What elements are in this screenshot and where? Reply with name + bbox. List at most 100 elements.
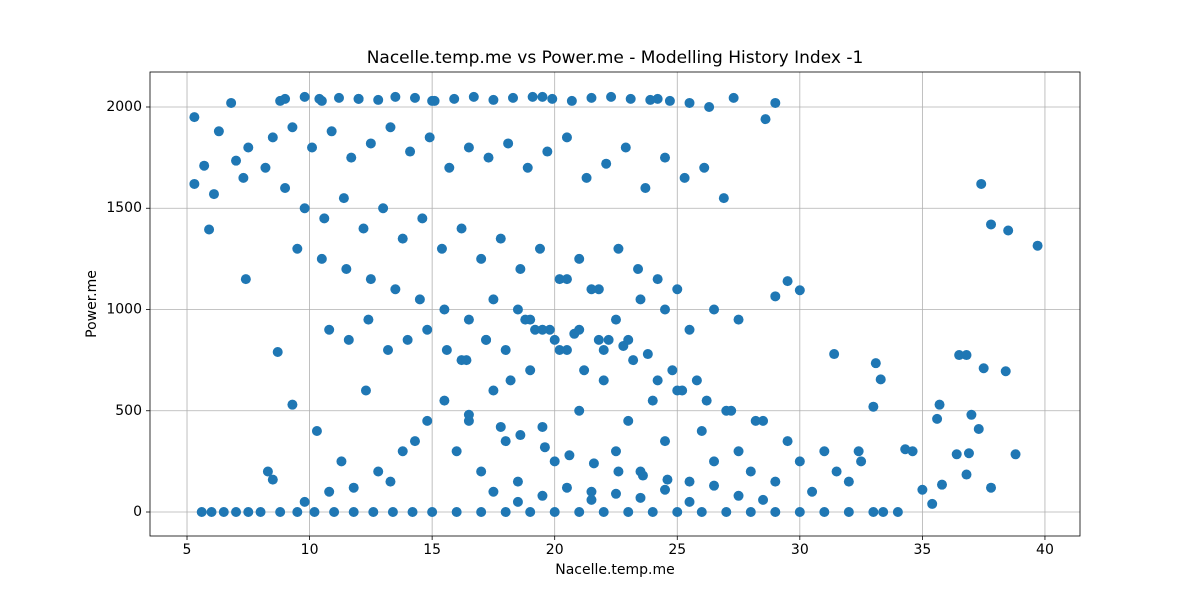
point: [726, 405, 737, 416]
point: [547, 93, 558, 104]
point: [574, 253, 585, 264]
point: [537, 421, 548, 432]
point: [397, 233, 408, 244]
x-tick-label: 15: [423, 542, 441, 558]
point: [603, 334, 614, 345]
point: [875, 374, 886, 385]
point: [476, 253, 487, 264]
point: [476, 466, 487, 477]
point: [311, 426, 322, 437]
point: [699, 162, 710, 173]
point: [527, 91, 538, 102]
point: [652, 93, 663, 104]
point: [338, 193, 349, 204]
point: [272, 347, 283, 358]
points: [189, 91, 1043, 518]
point: [309, 507, 320, 518]
point: [660, 304, 671, 315]
point: [427, 507, 438, 518]
point: [238, 172, 249, 183]
point: [488, 385, 499, 396]
point: [208, 189, 219, 200]
grid: [150, 72, 1080, 536]
point: [770, 476, 781, 487]
point: [684, 97, 695, 108]
point: [549, 456, 560, 467]
point: [1010, 449, 1021, 460]
point: [613, 466, 624, 477]
point: [505, 375, 516, 386]
point: [189, 112, 200, 123]
point: [488, 294, 499, 305]
point: [561, 132, 572, 143]
point: [456, 223, 467, 234]
point: [522, 162, 533, 173]
point: [275, 507, 286, 518]
point: [758, 415, 769, 426]
point: [262, 466, 273, 477]
point: [566, 95, 577, 106]
point: [218, 507, 229, 518]
point: [951, 449, 962, 460]
point: [449, 93, 460, 104]
point: [721, 507, 732, 518]
point: [961, 469, 972, 480]
point: [1032, 240, 1043, 251]
point: [709, 480, 720, 491]
point: [226, 97, 237, 108]
point: [610, 314, 621, 325]
x-tick-label: 25: [668, 542, 686, 558]
point: [488, 486, 499, 497]
point: [961, 350, 972, 361]
point: [441, 344, 452, 355]
point: [525, 314, 536, 325]
point: [758, 494, 769, 505]
x-tick-label: 10: [301, 542, 319, 558]
point: [696, 426, 707, 437]
point: [422, 324, 433, 335]
point: [684, 476, 695, 487]
point: [461, 355, 472, 366]
point: [635, 294, 646, 305]
point: [684, 324, 695, 335]
point: [515, 430, 526, 441]
point: [973, 423, 984, 434]
point: [544, 324, 555, 335]
point: [231, 507, 242, 518]
point: [525, 507, 536, 518]
point: [444, 162, 455, 173]
point: [348, 507, 359, 518]
point: [966, 409, 977, 420]
point: [870, 358, 881, 369]
point: [652, 375, 663, 386]
point: [260, 162, 271, 173]
point: [360, 385, 371, 396]
point: [503, 138, 514, 149]
point: [807, 486, 818, 497]
point: [463, 409, 474, 420]
point: [672, 284, 683, 295]
point: [642, 349, 653, 360]
point: [451, 446, 462, 457]
point: [829, 349, 840, 360]
point: [868, 401, 879, 412]
point: [586, 92, 597, 103]
point: [512, 476, 523, 487]
point: [770, 507, 781, 518]
point: [196, 507, 207, 518]
point: [704, 101, 715, 112]
point: [439, 395, 450, 406]
point: [213, 126, 224, 137]
point: [640, 182, 651, 193]
point: [664, 95, 675, 106]
x-axis-label: Nacelle.temp.me: [555, 562, 675, 578]
point: [652, 274, 663, 285]
point: [586, 486, 597, 497]
x-tick-label: 30: [791, 542, 809, 558]
point: [468, 91, 479, 102]
point: [927, 498, 938, 509]
point: [770, 97, 781, 108]
point: [383, 344, 394, 355]
point: [588, 458, 599, 469]
